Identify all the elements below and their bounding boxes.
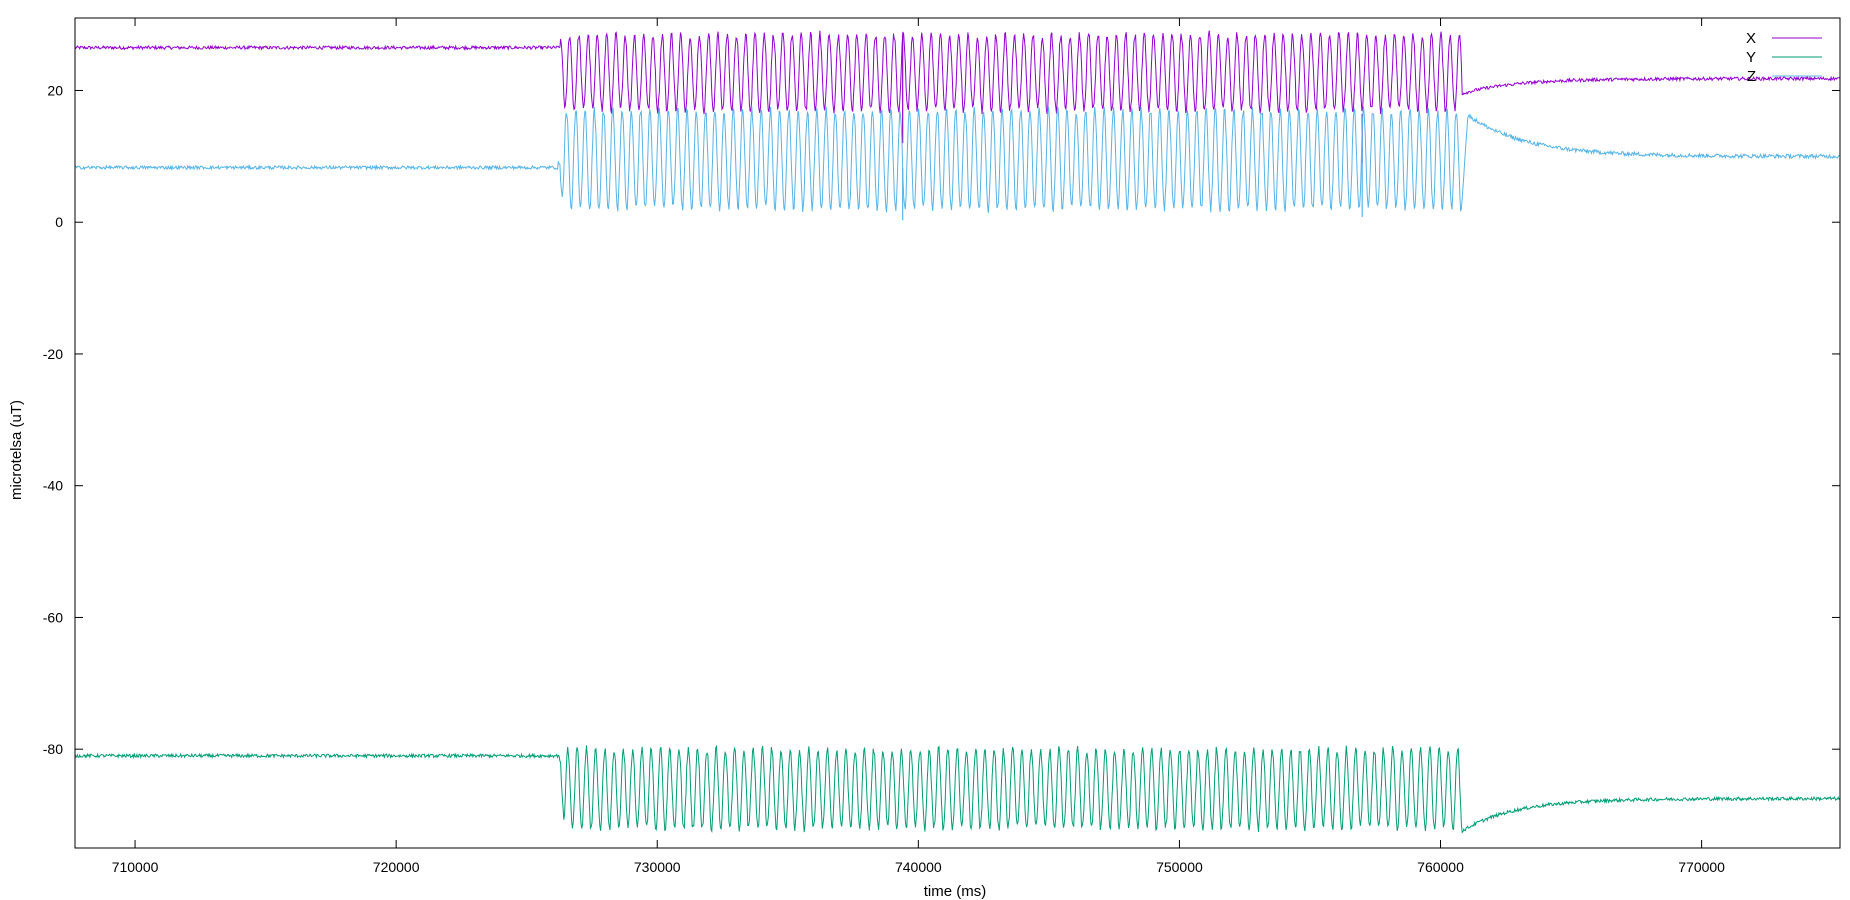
y-tick-label: -20 [43,346,63,362]
legend-label-z: Z [1747,68,1756,85]
y-tick-label: 20 [47,82,63,98]
y-axis: 20 0 -20 -40 -60 -80 [43,82,1840,757]
legend: XYZ [1746,30,1822,85]
series-line-z [74,106,1840,213]
y-tick-label: -40 [43,478,63,494]
plot-border [74,17,1841,849]
x-tick-label: 770000 [1678,859,1725,875]
x-tick-label: 720000 [373,859,420,875]
legend-label-y: Y [1746,49,1756,66]
x-tick-label: 730000 [634,859,681,875]
series-line-y [74,744,1841,834]
y-tick-label: -80 [43,741,63,757]
legend-label-x: X [1746,30,1756,47]
x-tick-label: 760000 [1417,859,1464,875]
x-tick-label: 740000 [895,859,942,875]
y-axis-label: microtelsa (uT) [8,400,25,500]
x-tick-label: 710000 [112,859,159,875]
plot-frame [74,17,1841,849]
x-axis: 710000 720000 730000 740000 750000 760000 7700… [112,18,1725,875]
y-tick-label: 0 [55,214,63,230]
x-axis-label: time (ms) [924,883,987,900]
y-tick-label: -60 [43,609,63,625]
series-traces [74,30,1841,834]
series-line-x [74,30,1840,115]
x-tick-label: 750000 [1156,859,1203,875]
